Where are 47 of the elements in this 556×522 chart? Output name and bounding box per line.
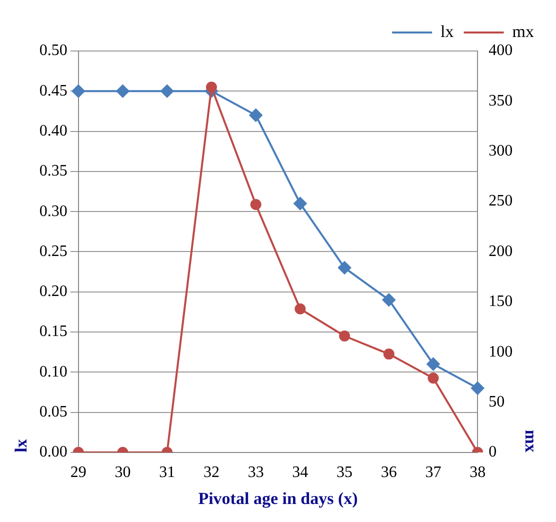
point (339, 330, 350, 342)
x-tick-label: 36 (380, 464, 397, 482)
x-tick-label: 30 (114, 464, 131, 482)
legend-label: mx (512, 22, 534, 41)
y-tick-label: 0.05 (39, 403, 68, 420)
y2-tick-label: 50 (488, 393, 505, 410)
point (471, 382, 484, 395)
y-tick-label: 0.30 (39, 202, 68, 220)
y2-tick-label: 200 (488, 242, 513, 260)
y2-tick-label: 350 (488, 92, 513, 110)
y-tick-label: 0.40 (39, 122, 68, 140)
x-tick-label: 35 (336, 464, 353, 482)
y2-axis-title: mx (521, 430, 540, 453)
point (250, 199, 262, 210)
y2-tick-label: 150 (488, 293, 513, 310)
legend-label: lx (440, 22, 454, 41)
x-tick-label: 31 (159, 464, 176, 482)
x-tick-label: 32 (203, 464, 220, 482)
point (116, 84, 130, 98)
y-tick-label: 0.25 (39, 242, 68, 260)
y-axis-title: lx (12, 438, 31, 452)
point (382, 293, 396, 306)
y-tick-label: 0.35 (39, 162, 68, 180)
y-tick-label: 0.10 (39, 363, 68, 380)
point (294, 197, 307, 210)
y-tick-label: 0.45 (39, 82, 68, 100)
y-tick-label: 0.00 (39, 444, 68, 461)
point (249, 108, 262, 122)
y2-tick-label: 300 (488, 142, 513, 160)
point (426, 358, 440, 371)
x-tick-label: 34 (292, 464, 308, 482)
y2-tick-label: 250 (488, 192, 513, 210)
point (160, 84, 174, 98)
y2-tick-label: 400 (488, 42, 513, 60)
y-tick-label: 0.50 (39, 42, 68, 60)
y-tick-label: 0.15 (39, 323, 68, 340)
x-axis-title: Pivotal age in days (x) (198, 489, 358, 508)
point (338, 261, 352, 274)
y2-tick-label: 100 (488, 343, 513, 360)
point (294, 303, 306, 314)
x-tick-label: 37 (425, 464, 442, 482)
y2-tick-label: 0 (488, 444, 497, 461)
x-tick-label: 38 (470, 464, 486, 482)
point (383, 348, 394, 360)
x-tick-label: 33 (248, 464, 264, 482)
x-tick-label: 29 (70, 464, 86, 482)
y-tick-label: 0.20 (39, 283, 68, 300)
